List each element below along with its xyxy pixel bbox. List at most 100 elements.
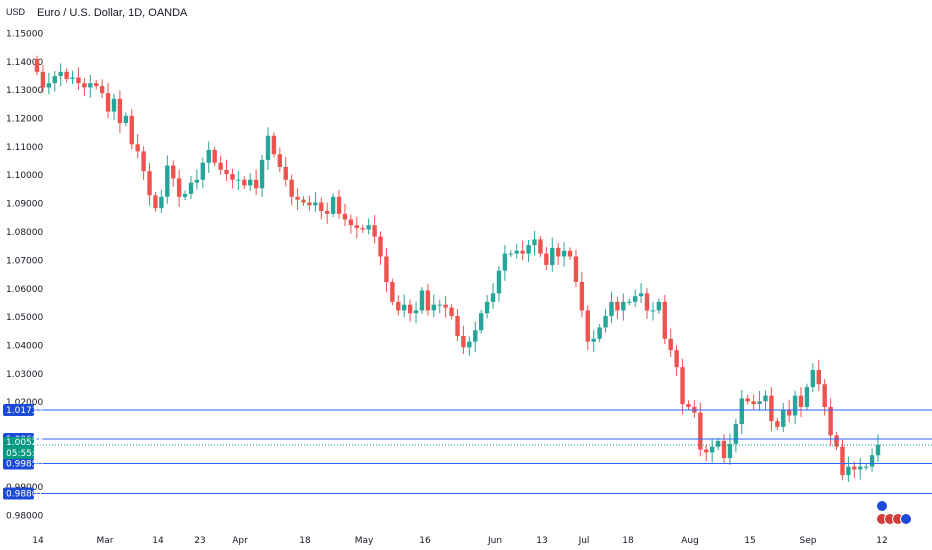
candle-body [336, 196, 342, 214]
price-label: 0.99850 [6, 460, 43, 470]
candle-body [863, 466, 869, 468]
candle-body [271, 135, 277, 155]
candle-body [289, 179, 294, 197]
candle-body [165, 165, 170, 197]
candle-body [763, 395, 768, 402]
price-label-box [3, 487, 34, 500]
candle-body [757, 401, 762, 405]
candle-body [82, 83, 87, 88]
candle-body [846, 466, 851, 476]
event-flag-icon[interactable] [876, 500, 888, 512]
chart-title: Euro / U.S. Dollar, 1D, OANDA [37, 7, 188, 19]
current-price-box [3, 437, 34, 459]
candle-body [686, 404, 691, 407]
candle-body [224, 169, 229, 175]
candle-body [502, 253, 508, 271]
candle-body [212, 149, 217, 163]
candle-body [372, 225, 377, 237]
candle-body [64, 71, 69, 79]
candle-body [704, 449, 709, 453]
candle-body [567, 250, 573, 257]
candle-body [656, 301, 662, 311]
candle-body [76, 77, 81, 84]
candle-body [715, 441, 721, 447]
y-tick-label: 1.07000 [6, 257, 43, 267]
candle-body [218, 162, 223, 170]
candle-body [733, 424, 739, 444]
y-tick-label: 1.08000 [6, 228, 43, 238]
candle-body [354, 225, 360, 229]
candle-body [360, 228, 365, 230]
candle-body [431, 304, 437, 311]
x-tick-label: 15 [744, 536, 755, 546]
candle-body [419, 290, 425, 311]
candle-body [816, 370, 821, 385]
x-tick-label: 12 [876, 536, 887, 546]
candle-body [230, 174, 235, 180]
candle-body [94, 83, 99, 87]
candle-body [621, 301, 626, 311]
candle-body [798, 395, 804, 407]
candle-body [141, 151, 146, 172]
y-tick-label: 1.03000 [6, 370, 43, 380]
candle-body [603, 316, 608, 328]
x-tick-label: May [355, 536, 374, 546]
candle-body [348, 219, 354, 226]
x-tick-label: 18 [299, 536, 311, 546]
candle-body [561, 250, 567, 257]
y-tick-label: 1.02000 [6, 398, 43, 408]
candle-body [727, 443, 733, 459]
candle-body [709, 446, 715, 453]
candle-body [852, 466, 857, 470]
candle-body [739, 398, 744, 424]
candle-body [810, 370, 816, 388]
candle-body [277, 154, 283, 167]
candle-body [176, 178, 182, 197]
horizontal-lines[interactable] [34, 409, 932, 494]
candle-body [129, 115, 134, 145]
candle-body [437, 304, 442, 306]
candle-body [591, 338, 596, 342]
candle-body [301, 199, 306, 203]
y-tick-label: 1.15000 [6, 30, 43, 40]
candle-body [858, 466, 863, 470]
x-tick-label: 14 [152, 536, 164, 546]
currency-label: USD [6, 7, 26, 17]
candle-body [644, 293, 650, 311]
candle-body [188, 182, 194, 194]
candle-body [668, 338, 673, 351]
candle-body [473, 330, 478, 342]
candle-body [70, 77, 75, 79]
candle-body [265, 135, 271, 160]
candle-body [449, 307, 454, 317]
candle-body [792, 395, 798, 416]
x-tick-label: Mar [97, 536, 114, 546]
candle-body [283, 166, 288, 180]
candle-body [88, 83, 93, 88]
candle-body [721, 441, 727, 459]
candle-body [135, 144, 140, 152]
candle-body [751, 401, 756, 405]
candle-body [786, 409, 792, 416]
candle-body [425, 290, 431, 311]
candle-body [745, 398, 750, 402]
y-tick-label: 1.13000 [6, 86, 43, 96]
candle-body [253, 179, 259, 189]
candle-body [206, 149, 211, 163]
candle-body [834, 435, 839, 447]
x-tick-label: Apr [232, 536, 248, 546]
event-flag-icon[interactable] [900, 513, 912, 525]
candle-body [490, 293, 496, 302]
candle-body [662, 301, 667, 339]
candle-body [236, 179, 241, 181]
candle-body [526, 245, 531, 254]
candle-body [307, 202, 312, 206]
y-tick-label: 1.09000 [6, 200, 43, 210]
candle-body [259, 159, 265, 189]
candle-body [532, 239, 537, 246]
candle-body [396, 301, 401, 311]
x-tick-label: 14 [32, 536, 44, 546]
candle-body [58, 71, 63, 77]
candle-body [508, 253, 514, 255]
